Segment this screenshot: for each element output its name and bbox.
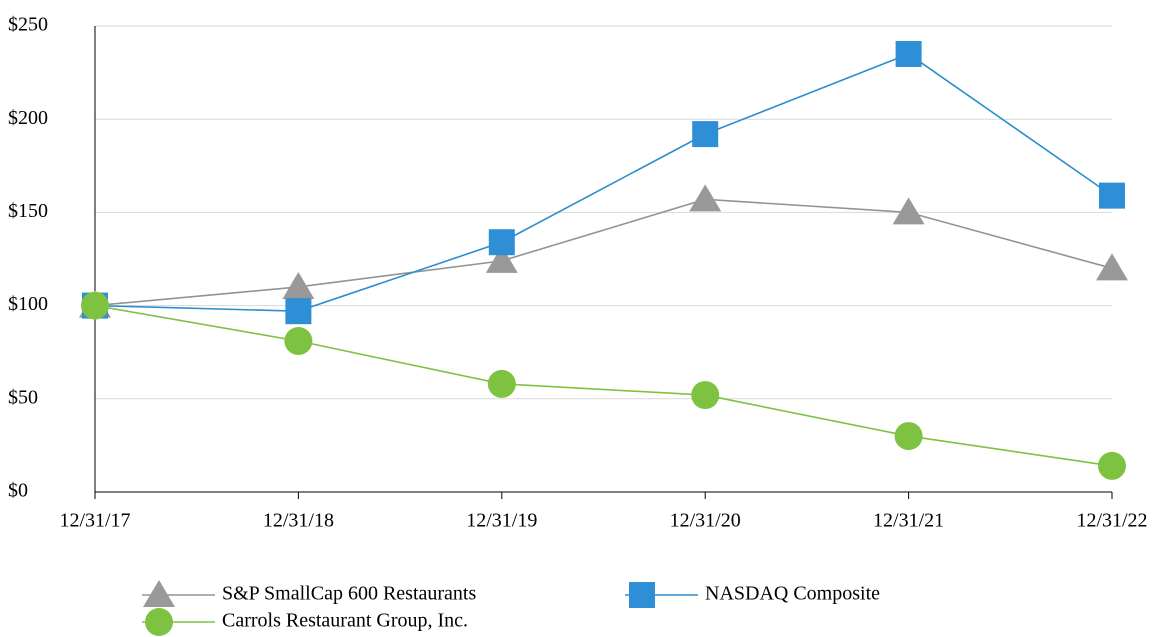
x-tick-label: 12/31/20	[670, 510, 741, 532]
data-point	[892, 197, 925, 225]
data-point	[691, 381, 720, 410]
data-point	[282, 271, 315, 299]
legend-marker	[143, 580, 175, 607]
x-tick-label: 12/31/19	[466, 510, 537, 532]
data-point	[285, 298, 312, 325]
x-tick-label: 12/31/18	[263, 510, 334, 532]
x-tick-label: 12/31/21	[873, 510, 944, 532]
data-point	[894, 422, 923, 451]
data-point	[1096, 253, 1128, 281]
data-point	[284, 327, 313, 356]
x-tick-label: 12/31/17	[59, 510, 130, 532]
data-point	[692, 121, 719, 148]
y-tick-label: $200	[8, 107, 48, 129]
y-tick-label: $100	[8, 293, 48, 315]
data-point	[1099, 182, 1125, 209]
y-tick-label: $50	[8, 386, 38, 408]
y-tick-label: $250	[8, 14, 48, 36]
series-line	[94, 53, 1113, 312]
legend-marker	[629, 582, 655, 608]
y-tick-label: $0	[8, 480, 28, 502]
legend-label: NASDAQ Composite	[705, 583, 880, 605]
data-point	[689, 184, 722, 212]
legend-marker	[145, 608, 173, 636]
data-point	[895, 40, 922, 67]
data-point	[488, 229, 515, 256]
series-line	[94, 304, 1113, 467]
data-point	[485, 245, 518, 273]
data-point	[487, 369, 516, 398]
legend-label: S&P SmallCap 600 Restaurants	[222, 583, 476, 605]
data-point	[81, 291, 109, 320]
x-tick-label: 12/31/22	[1076, 510, 1147, 532]
y-tick-label: $150	[8, 200, 48, 222]
legend-label: Carrols Restaurant Group, Inc.	[222, 610, 468, 632]
series-line	[94, 198, 1113, 307]
data-point	[1098, 451, 1126, 480]
